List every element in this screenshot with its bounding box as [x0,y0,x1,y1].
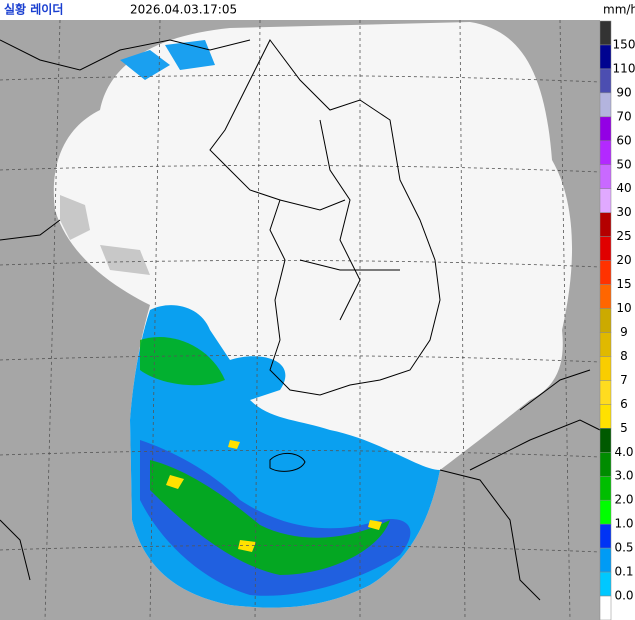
legend-label: 2.0 [614,493,633,507]
legend: 150 110 90 70 60 50 40 30 25 20 15 10 9 8 7 6 5 4.0 3.0 2.0… [599,20,635,620]
legend-swatch [599,475,612,501]
legend-label: 150 [613,37,635,51]
legend-label: 50 [616,157,631,171]
legend-label: 10 [616,301,631,315]
rain-patch [120,40,215,80]
legend-swatch [599,523,612,549]
legend-label: 90 [616,85,631,99]
legend-swatch [599,68,612,94]
legend-swatch [599,116,612,142]
legend-swatch [599,404,612,429]
legend-swatch [599,356,612,381]
legend-swatch [599,20,612,46]
legend-swatch [599,571,612,597]
legend-label: 1.0 [614,517,633,531]
legend-swatch [599,236,612,261]
legend-swatch [599,428,612,453]
legend-swatch [599,499,612,525]
legend-label: 7 [620,373,628,387]
legend-swatch [599,260,612,285]
legend-label: 4.0 [614,445,633,459]
legend-swatch [599,332,612,357]
legend-label: 60 [616,133,631,147]
legend-label: 5 [620,421,628,435]
legend-swatch [599,140,612,166]
legend-swatch [599,212,612,237]
legend-label: 15 [616,277,631,291]
rain-patch [140,336,225,386]
legend-label: 6 [620,397,628,411]
legend-label: 9 [620,325,628,339]
legend-label: 0.5 [614,541,633,555]
legend-swatch [599,44,612,70]
legend-label: 70 [616,109,631,123]
unit: mm/h [603,3,635,17]
legend-swatch [599,380,612,405]
coastlines [0,39,601,601]
legend-swatch [599,547,612,573]
legend-swatch [599,188,612,213]
legend-label: 20 [616,253,631,267]
legend-label: 8 [620,349,628,363]
legend-swatch [599,92,612,118]
legend-label: 30 [616,205,631,219]
rain-patch [150,460,390,575]
title: 실황 레이더 [4,2,63,17]
legend-label: 110 [613,61,635,75]
legend-swatch [599,284,612,309]
legend-swatch [599,452,612,477]
legend-swatch [599,308,612,333]
legend-label: 25 [616,229,631,243]
clutter [60,195,150,275]
legend-label: 0.0 [614,589,633,603]
legend-swatch [599,595,612,620]
timestamp: 2026.04.03.17:05 [130,3,237,17]
legend-label: 3.0 [614,469,633,483]
legend-label: 0.1 [614,565,633,579]
legend-label: 40 [616,181,631,195]
legend-swatch [599,164,612,189]
map [0,19,601,620]
